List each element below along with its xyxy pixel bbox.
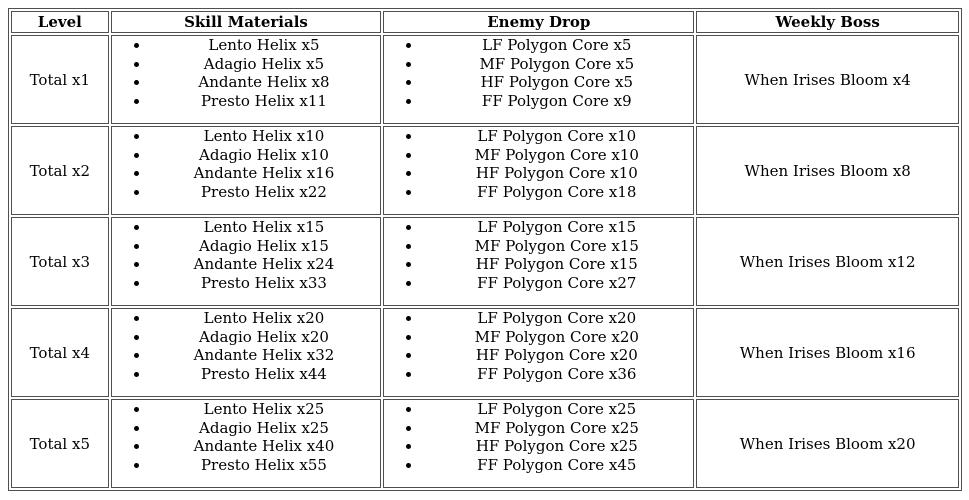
column-header-level: Level [11, 11, 109, 33]
material-item: Adagio Helix x10 [150, 146, 379, 165]
drop-item: LF Polygon Core x25 [422, 400, 691, 419]
column-header-skill-materials: Skill Materials [110, 11, 382, 33]
enemy-drop-list: LF Polygon Core x10MF Polygon Core x10HF… [384, 127, 693, 201]
drop-item: MF Polygon Core x25 [422, 419, 691, 438]
material-item: Andante Helix x24 [150, 255, 379, 274]
drop-item: HF Polygon Core x10 [422, 164, 691, 183]
drop-item: LF Polygon Core x20 [422, 309, 691, 328]
drop-item: HF Polygon Core x15 [422, 255, 691, 274]
material-item: Andante Helix x40 [150, 437, 379, 456]
table-body: Total x1 Lento Helix x5Adagio Helix x5An… [11, 35, 959, 488]
enemy-drop-cell: LF Polygon Core x25MF Polygon Core x25HF… [383, 399, 695, 488]
drop-item: MF Polygon Core x20 [422, 328, 691, 347]
weekly-boss-cell: When Irises Bloom x20 [696, 399, 959, 488]
level-text: Total x2 [29, 161, 91, 180]
drop-item: MF Polygon Core x15 [422, 237, 691, 256]
drop-item: FF Polygon Core x18 [422, 183, 691, 202]
skill-materials-cell: Lento Helix x5Adagio Helix x5Andante Hel… [110, 35, 382, 124]
table-row: Total x3 Lento Helix x15Adagio Helix x15… [11, 217, 959, 306]
drop-item: LF Polygon Core x15 [422, 218, 691, 237]
material-item: Lento Helix x10 [150, 127, 379, 146]
drop-item: HF Polygon Core x25 [422, 437, 691, 456]
level-cell: Total x5 [11, 399, 109, 488]
column-header-enemy-drop: Enemy Drop [383, 11, 695, 33]
weekly-boss-text: When Irises Bloom x8 [744, 161, 911, 180]
level-text: Total x4 [29, 343, 91, 362]
skill-materials-list: Lento Helix x20Adagio Helix x20Andante H… [112, 309, 381, 383]
weekly-boss-cell: When Irises Bloom x4 [696, 35, 959, 124]
weekly-boss-text: When Irises Bloom x4 [744, 70, 911, 89]
material-item: Adagio Helix x25 [150, 419, 379, 438]
table-row: Total x2 Lento Helix x10Adagio Helix x10… [11, 126, 959, 215]
drop-item: FF Polygon Core x27 [422, 274, 691, 293]
material-item: Presto Helix x22 [150, 183, 379, 202]
drop-item: FF Polygon Core x45 [422, 456, 691, 475]
drop-item: MF Polygon Core x5 [422, 55, 691, 74]
enemy-drop-cell: LF Polygon Core x10MF Polygon Core x10HF… [383, 126, 695, 215]
table-row: Total x4 Lento Helix x20Adagio Helix x20… [11, 308, 959, 397]
material-item: Presto Helix x11 [150, 92, 379, 111]
enemy-drop-list: LF Polygon Core x5MF Polygon Core x5HF P… [384, 36, 693, 110]
weekly-boss-cell: When Irises Bloom x12 [696, 217, 959, 306]
skill-materials-list: Lento Helix x15Adagio Helix x15Andante H… [112, 218, 381, 292]
drop-item: LF Polygon Core x10 [422, 127, 691, 146]
material-item: Lento Helix x5 [150, 36, 379, 55]
drop-item: FF Polygon Core x36 [422, 365, 691, 384]
upgrade-materials-table: Level Skill Materials Enemy Drop Weekly … [8, 8, 962, 491]
column-header-weekly-boss: Weekly Boss [696, 11, 959, 33]
level-cell: Total x4 [11, 308, 109, 397]
drop-item: MF Polygon Core x10 [422, 146, 691, 165]
material-item: Presto Helix x55 [150, 456, 379, 475]
enemy-drop-cell: LF Polygon Core x20MF Polygon Core x20HF… [383, 308, 695, 397]
material-item: Lento Helix x20 [150, 309, 379, 328]
material-item: Presto Helix x44 [150, 365, 379, 384]
enemy-drop-list: LF Polygon Core x25MF Polygon Core x25HF… [384, 400, 693, 474]
material-item: Adagio Helix x15 [150, 237, 379, 256]
material-item: Adagio Helix x5 [150, 55, 379, 74]
material-item: Andante Helix x32 [150, 346, 379, 365]
material-item: Lento Helix x25 [150, 400, 379, 419]
skill-materials-list: Lento Helix x25Adagio Helix x25Andante H… [112, 400, 381, 474]
enemy-drop-cell: LF Polygon Core x5MF Polygon Core x5HF P… [383, 35, 695, 124]
enemy-drop-cell: LF Polygon Core x15MF Polygon Core x15HF… [383, 217, 695, 306]
skill-materials-cell: Lento Helix x15Adagio Helix x15Andante H… [110, 217, 382, 306]
level-text: Total x3 [29, 252, 91, 271]
material-item: Presto Helix x33 [150, 274, 379, 293]
level-cell: Total x2 [11, 126, 109, 215]
level-text: Total x1 [29, 70, 91, 89]
weekly-boss-text: When Irises Bloom x16 [739, 343, 916, 362]
level-cell: Total x3 [11, 217, 109, 306]
table-header: Level Skill Materials Enemy Drop Weekly … [11, 11, 959, 33]
material-item: Andante Helix x8 [150, 73, 379, 92]
skill-materials-list: Lento Helix x5Adagio Helix x5Andante Hel… [112, 36, 381, 110]
enemy-drop-list: LF Polygon Core x20MF Polygon Core x20HF… [384, 309, 693, 383]
table-row: Total x1 Lento Helix x5Adagio Helix x5An… [11, 35, 959, 124]
skill-materials-cell: Lento Helix x20Adagio Helix x20Andante H… [110, 308, 382, 397]
material-item: Andante Helix x16 [150, 164, 379, 183]
header-row: Level Skill Materials Enemy Drop Weekly … [11, 11, 959, 33]
weekly-boss-text: When Irises Bloom x20 [739, 434, 916, 453]
drop-item: FF Polygon Core x9 [422, 92, 691, 111]
material-item: Lento Helix x15 [150, 218, 379, 237]
weekly-boss-cell: When Irises Bloom x8 [696, 126, 959, 215]
drop-item: HF Polygon Core x20 [422, 346, 691, 365]
drop-item: LF Polygon Core x5 [422, 36, 691, 55]
skill-materials-cell: Lento Helix x10Adagio Helix x10Andante H… [110, 126, 382, 215]
weekly-boss-cell: When Irises Bloom x16 [696, 308, 959, 397]
material-item: Adagio Helix x20 [150, 328, 379, 347]
skill-materials-cell: Lento Helix x25Adagio Helix x25Andante H… [110, 399, 382, 488]
drop-item: HF Polygon Core x5 [422, 73, 691, 92]
table-row: Total x5 Lento Helix x25Adagio Helix x25… [11, 399, 959, 488]
skill-materials-list: Lento Helix x10Adagio Helix x10Andante H… [112, 127, 381, 201]
weekly-boss-text: When Irises Bloom x12 [739, 252, 916, 271]
level-text: Total x5 [29, 434, 91, 453]
enemy-drop-list: LF Polygon Core x15MF Polygon Core x15HF… [384, 218, 693, 292]
level-cell: Total x1 [11, 35, 109, 124]
